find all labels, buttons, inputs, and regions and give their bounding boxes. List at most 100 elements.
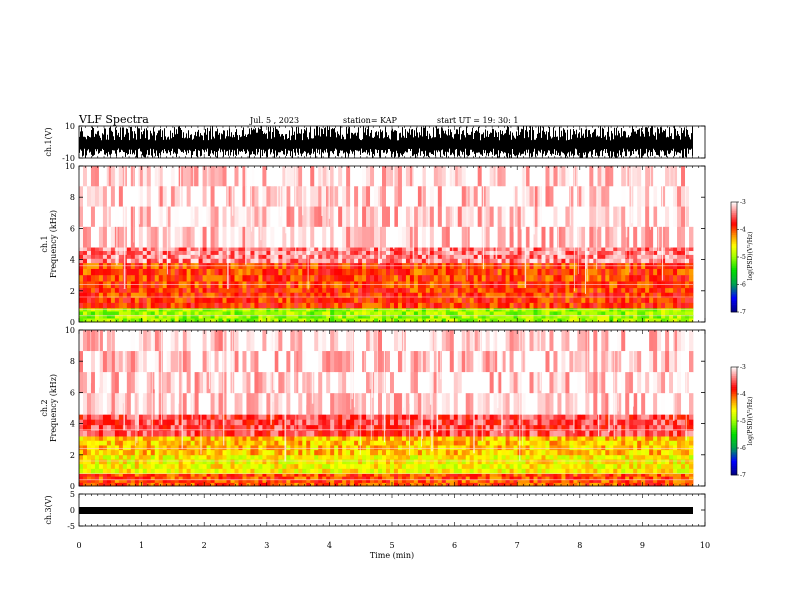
spectrogram-cell (246, 166, 251, 187)
spectrogram-cell (198, 292, 203, 299)
spectrogram-cell (633, 307, 638, 312)
spectrogram-cell (593, 311, 598, 316)
spectrogram-cell (577, 166, 582, 187)
spectrogram-cell (202, 468, 207, 474)
spectrogram-cell (186, 318, 192, 323)
spectrogram-cell (601, 258, 606, 264)
spectrogram-cell (577, 258, 582, 264)
spectrogram-cell (589, 459, 594, 465)
spectrogram-cell (613, 459, 618, 465)
spectrogram-cell (573, 251, 578, 256)
spectrogram-cell (238, 297, 243, 304)
spectrogram-cell (617, 476, 622, 481)
spectrogram-cell (366, 311, 371, 316)
spectrogram-cell (681, 247, 686, 252)
spectrogram-cell (338, 297, 343, 304)
spectrogram-cell (569, 311, 574, 316)
spectrogram-cell (569, 247, 574, 252)
spectrogram-cell (525, 468, 530, 474)
spectrogram-cell (118, 314, 124, 319)
spectrogram-cell (501, 297, 507, 304)
spectrogram-cell (401, 454, 407, 460)
spectrogram-cell (589, 258, 594, 264)
spectrogram-cell (322, 311, 327, 316)
spectrogram-cell (513, 468, 518, 474)
spectrogram-cell (226, 166, 231, 187)
spectrogram-cell (445, 482, 451, 487)
spectrogram-cell (505, 206, 510, 228)
spectrogram-cell (401, 247, 407, 252)
spectrogram-cell (82, 302, 88, 309)
spectrogram-cell (537, 476, 542, 481)
spectrogram-cell (653, 297, 658, 304)
spectrogram-cell (613, 258, 618, 264)
spectrogram-cell (302, 302, 307, 309)
spectrogram-cell (186, 254, 192, 260)
spectrogram-cell (114, 479, 120, 484)
spectrogram-cell (122, 287, 128, 294)
spectrogram-cell (106, 297, 112, 304)
spectrogram-cell (489, 268, 495, 276)
spectrogram-cell (178, 476, 184, 481)
spectrogram-cell (294, 254, 299, 260)
spectrogram-cell (517, 275, 522, 282)
spectrogram-cell (425, 226, 431, 248)
spectrogram-cell (314, 292, 319, 299)
spectrogram-cell (545, 302, 550, 309)
spectrogram-cell (258, 464, 263, 470)
spectrogram-cell (238, 464, 243, 470)
spectrogram-cell (154, 482, 160, 487)
spectrogram-cell (593, 318, 598, 323)
spectrogram-cell (613, 302, 618, 309)
spectrogram-cell (681, 186, 686, 207)
spectrogram-cell (190, 251, 196, 256)
spectrogram-cell (214, 314, 219, 319)
spectrogram-cell (561, 307, 566, 312)
spectrogram-cell (565, 482, 570, 487)
spectrogram-cell (545, 297, 550, 304)
spectrogram-cell (146, 454, 152, 460)
spectrogram-cell (405, 268, 411, 276)
spectrogram-cell (130, 311, 136, 316)
spectrogram-cell (517, 476, 522, 481)
spectrogram-cell (577, 275, 582, 282)
spectrogram-cell (497, 297, 503, 304)
spectrogram-cell (362, 166, 367, 187)
spectrogram-cell (409, 464, 415, 470)
spectrogram-cell (469, 454, 475, 460)
spectrogram-cell (150, 258, 156, 264)
spectrogram-cell (569, 206, 574, 228)
spectrogram-cell (445, 268, 451, 276)
spectrogram-cell (393, 318, 399, 323)
spectrogram-cell (673, 186, 678, 207)
spectrogram-cell (441, 206, 447, 228)
spectrogram-cell (90, 473, 96, 478)
spectrogram-cell (669, 454, 674, 460)
spectrogram-cell (405, 311, 411, 316)
spectrogram-cell (306, 464, 311, 470)
spectrogram-cell (322, 287, 327, 294)
spectrogram-cell (382, 258, 387, 264)
spectrogram-cell (441, 254, 447, 260)
spectrogram-cell (393, 186, 399, 207)
spectrogram-cell (154, 297, 160, 304)
spectrogram-cell (206, 459, 211, 465)
spectrogram-cell (445, 473, 451, 478)
spectrogram-cell (429, 307, 435, 312)
spectrogram-cell (330, 479, 335, 484)
spectrogram-cell (665, 476, 670, 481)
spectrogram-cell (250, 258, 255, 264)
spectrogram-cell (326, 468, 331, 474)
spectrogram-cell (266, 464, 271, 470)
spectrogram-cell (182, 318, 188, 323)
spectrogram-cell (198, 311, 203, 316)
spectrogram-cell (198, 479, 203, 484)
spectrogram-cell (657, 473, 662, 478)
spectrogram-cell (210, 479, 215, 484)
spectrogram-cell (505, 473, 510, 478)
spectrogram-cell (421, 186, 427, 207)
spectrogram-cell (174, 479, 180, 484)
spectrogram-cell (525, 275, 530, 282)
spectrogram-cell (194, 479, 200, 484)
spectrogram-cell (513, 476, 518, 481)
